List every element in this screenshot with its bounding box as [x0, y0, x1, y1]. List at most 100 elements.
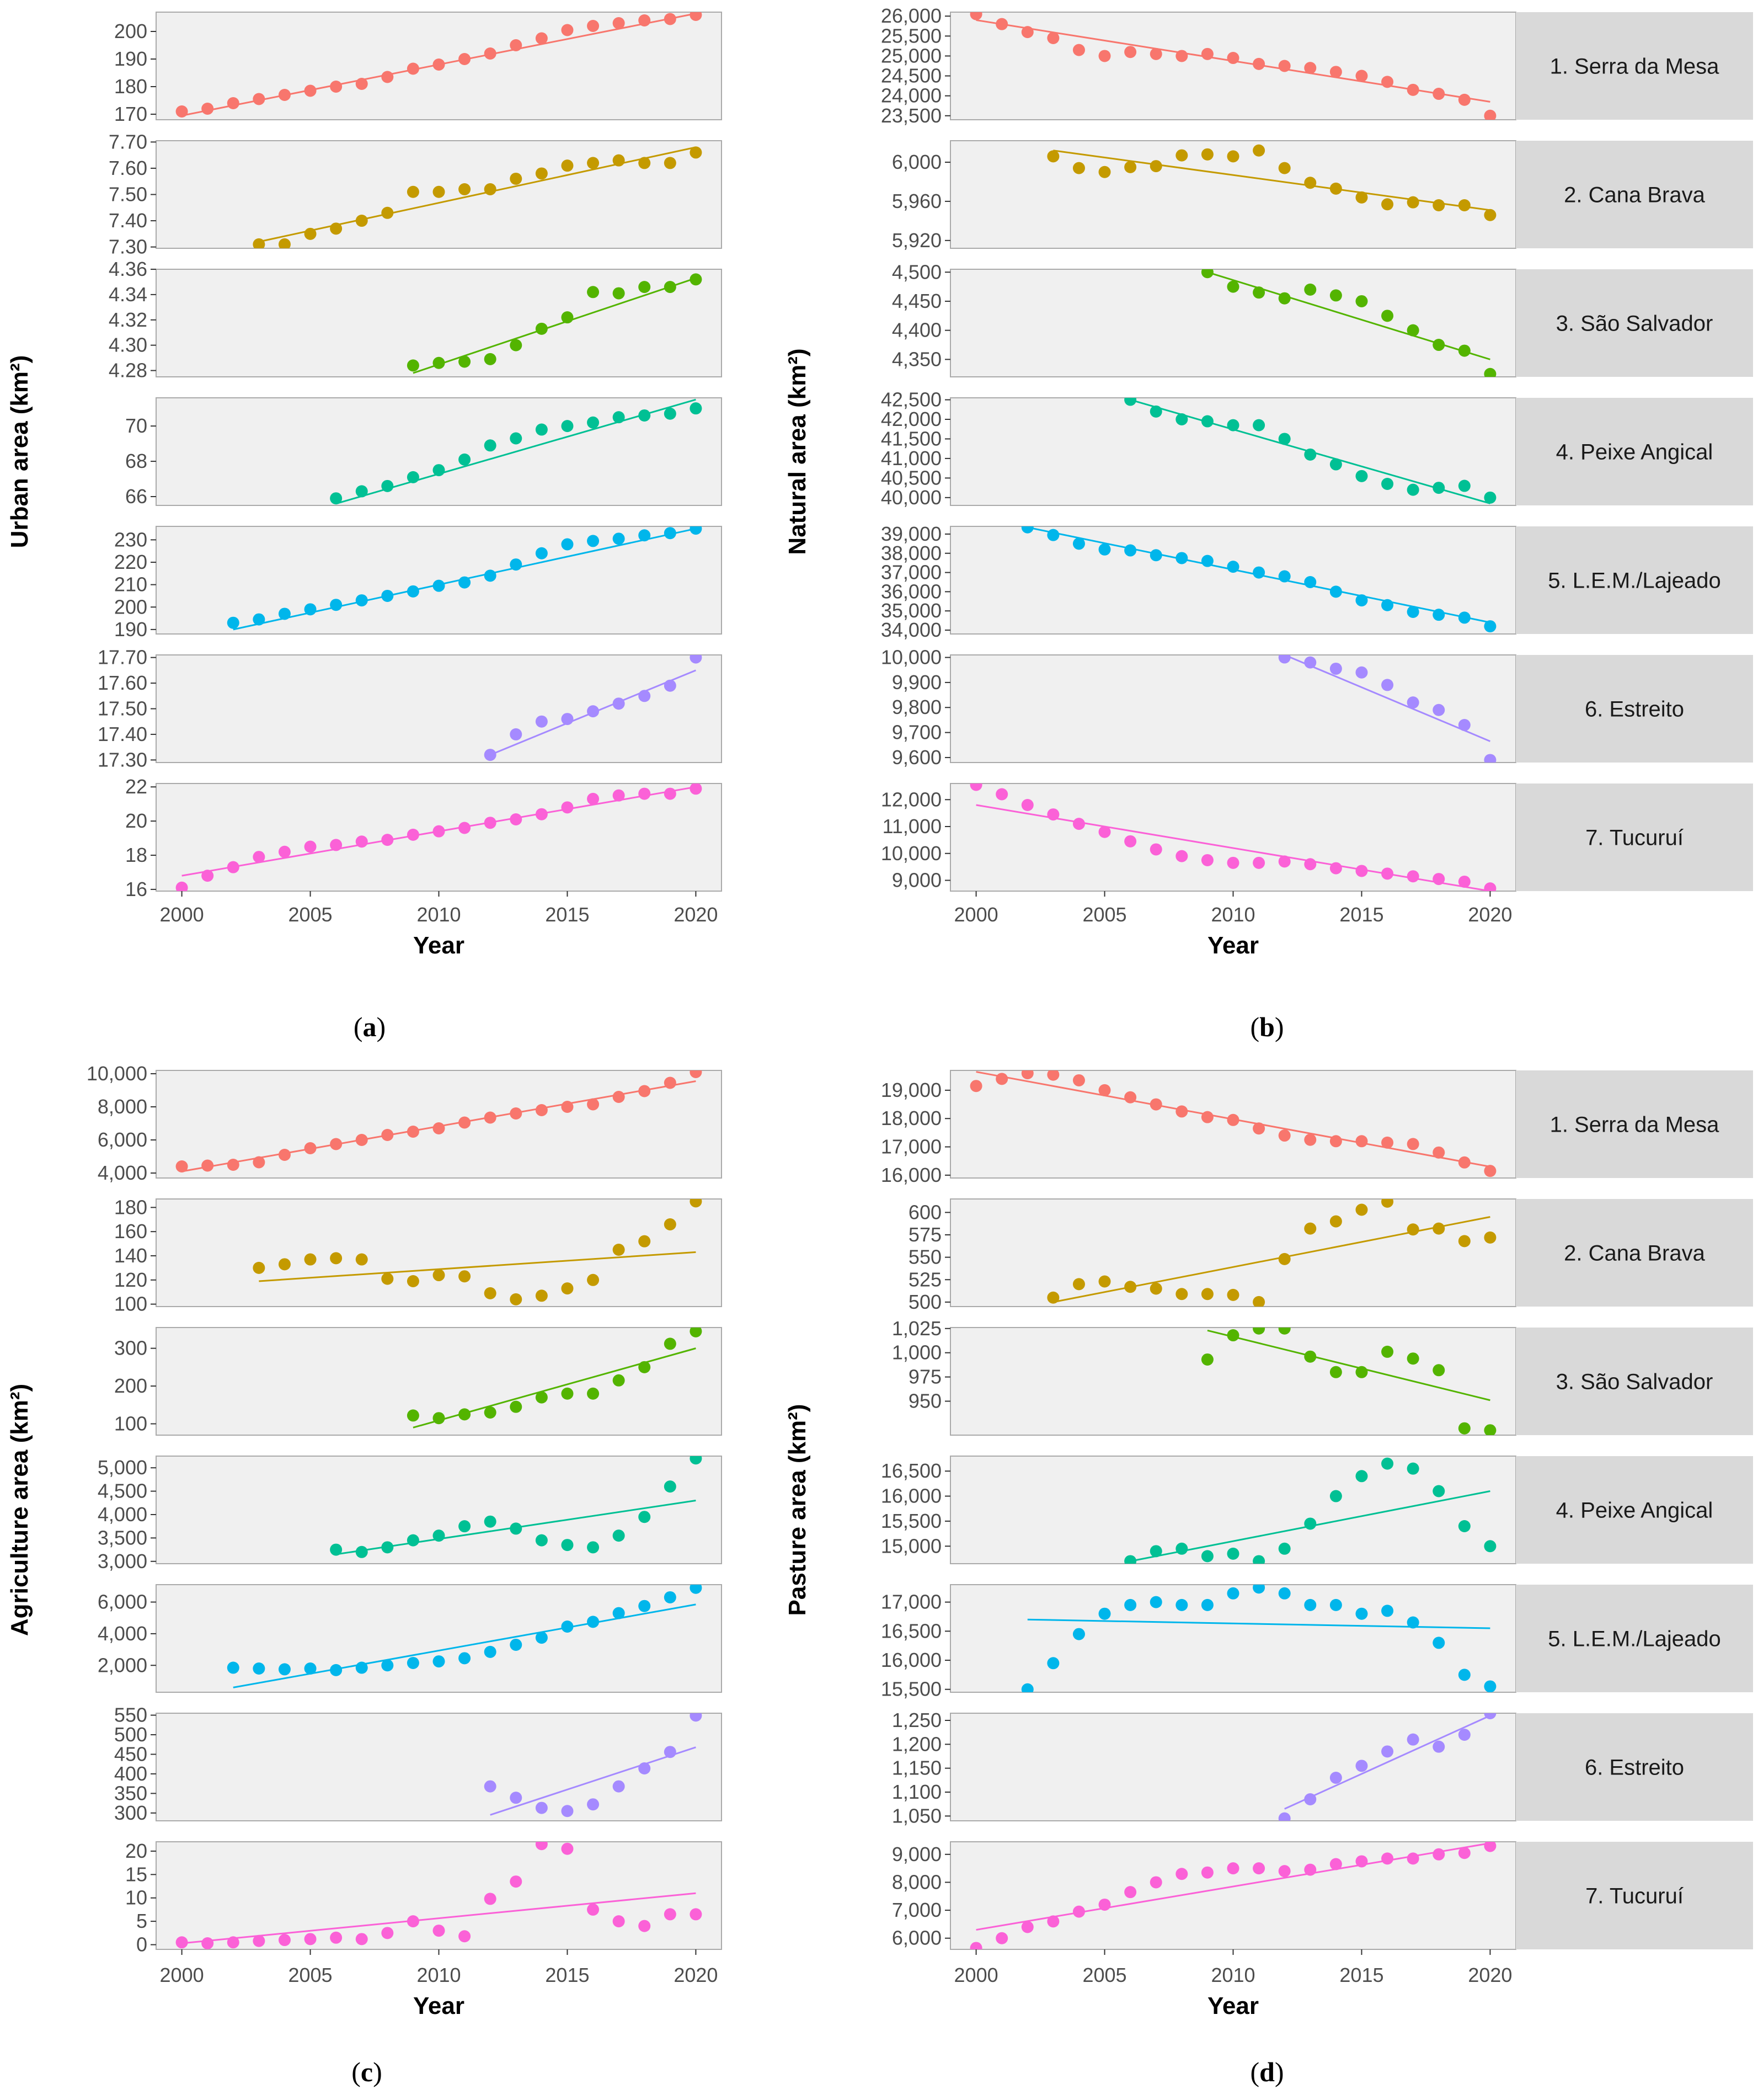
facet-strip — [1516, 1199, 1753, 1307]
data-point — [1278, 1865, 1291, 1878]
data-point — [1227, 1587, 1239, 1600]
data-point — [407, 359, 419, 372]
data-point — [535, 1289, 548, 1302]
data-point — [1355, 1135, 1368, 1148]
facet-background — [950, 1584, 1516, 1693]
data-point — [1433, 1637, 1445, 1649]
data-point — [484, 1287, 496, 1299]
y-tick-label: 1,250 — [892, 1709, 942, 1731]
y-tick-label: 20 — [125, 809, 147, 832]
data-point — [330, 81, 343, 93]
data-point — [407, 828, 419, 841]
y-tick-label: 18,000 — [881, 1107, 942, 1129]
facet-strip-label: 2. Cana Brava — [1564, 183, 1705, 207]
panel-caption: (c) — [351, 2056, 382, 2087]
data-point — [535, 423, 548, 436]
data-point — [1253, 1296, 1265, 1307]
data-point — [1201, 148, 1214, 161]
y-tick-label: 5,000 — [98, 1456, 147, 1479]
data-point — [432, 1925, 445, 1937]
y-tick-label: 36,000 — [881, 580, 942, 603]
data-point — [1304, 656, 1317, 669]
data-point — [432, 1122, 445, 1134]
data-point — [355, 1661, 368, 1674]
facet-strip-label: 5. L.E.M./Lajeado — [1548, 1627, 1721, 1651]
data-point — [510, 39, 522, 51]
y-tick-label: 39,000 — [881, 523, 942, 545]
data-point — [1047, 1657, 1060, 1670]
data-point — [381, 1927, 394, 1939]
data-point — [1484, 1713, 1497, 1719]
data-point — [612, 1374, 625, 1387]
data-point — [1484, 1424, 1497, 1435]
y-tick-label: 40,500 — [881, 466, 942, 489]
x-tick-label: 2015 — [545, 1964, 589, 1986]
data-point — [535, 547, 548, 559]
data-point — [1484, 209, 1497, 221]
data-point — [253, 1662, 265, 1675]
data-point — [690, 1908, 702, 1921]
facet-strip-label: 1. Serra da Mesa — [1550, 1113, 1720, 1137]
data-point — [612, 1529, 625, 1542]
data-point — [278, 89, 291, 101]
data-point — [1098, 825, 1111, 838]
y-tick-label: 1,000 — [892, 1341, 942, 1364]
data-point — [535, 1632, 548, 1644]
data-point — [381, 479, 394, 492]
data-point — [638, 690, 651, 702]
x-tick-label: 2000 — [160, 903, 204, 926]
data-point — [1381, 1852, 1394, 1865]
data-point — [1278, 1252, 1291, 1265]
data-point — [330, 839, 343, 851]
facet-background — [950, 397, 1516, 506]
data-point — [664, 1746, 676, 1758]
data-point — [458, 53, 471, 65]
data-point — [561, 1282, 574, 1295]
data-point — [432, 1529, 445, 1542]
data-point — [970, 1080, 982, 1092]
y-tick-label: 42,500 — [881, 388, 942, 411]
data-point — [1304, 1350, 1317, 1363]
y-tick-label: 7.30 — [109, 236, 147, 258]
data-point — [304, 1933, 317, 1946]
data-point — [1329, 1135, 1342, 1148]
y-tick-label: 600 — [909, 1201, 942, 1223]
data-point — [664, 281, 676, 294]
data-point — [638, 409, 651, 422]
data-point — [1047, 808, 1060, 821]
data-point — [1201, 1866, 1214, 1879]
data-point — [1433, 609, 1445, 621]
data-point — [1201, 1353, 1214, 1366]
y-axis-title: Natural area (km²) — [784, 348, 811, 555]
facet-background — [950, 1841, 1516, 1950]
data-point — [1407, 1223, 1419, 1236]
data-point — [432, 1269, 445, 1282]
trend-line — [1284, 1714, 1491, 1810]
y-tick-label: 200 — [114, 20, 147, 42]
facet-strip — [1516, 1842, 1753, 1949]
data-point — [1227, 1113, 1239, 1126]
facet-background — [950, 783, 1516, 892]
y-tick-label: 9,700 — [892, 721, 942, 744]
data-point — [1458, 1729, 1471, 1741]
data-point — [1098, 50, 1111, 62]
data-point — [1201, 555, 1214, 567]
facet-2: 5,920 5,960 6,000 2. Cana Brava — [892, 140, 1753, 252]
data-point — [638, 1235, 651, 1248]
y-tick-label: 16,500 — [881, 1459, 942, 1482]
data-point — [1355, 470, 1368, 482]
data-point — [1021, 1070, 1034, 1080]
data-point — [587, 157, 600, 169]
data-point — [458, 822, 471, 834]
y-tick-label: 0 — [136, 1933, 147, 1956]
data-point — [227, 1936, 239, 1949]
data-point — [1433, 88, 1445, 100]
data-point — [970, 1942, 982, 1949]
data-point — [1304, 283, 1317, 296]
panel-d: 16,000 17,000 18,000 19,000 1. Serra da Mesa… — [784, 1070, 1753, 2087]
data-point — [355, 1253, 368, 1266]
data-point — [1458, 1422, 1471, 1435]
data-point — [381, 589, 394, 602]
